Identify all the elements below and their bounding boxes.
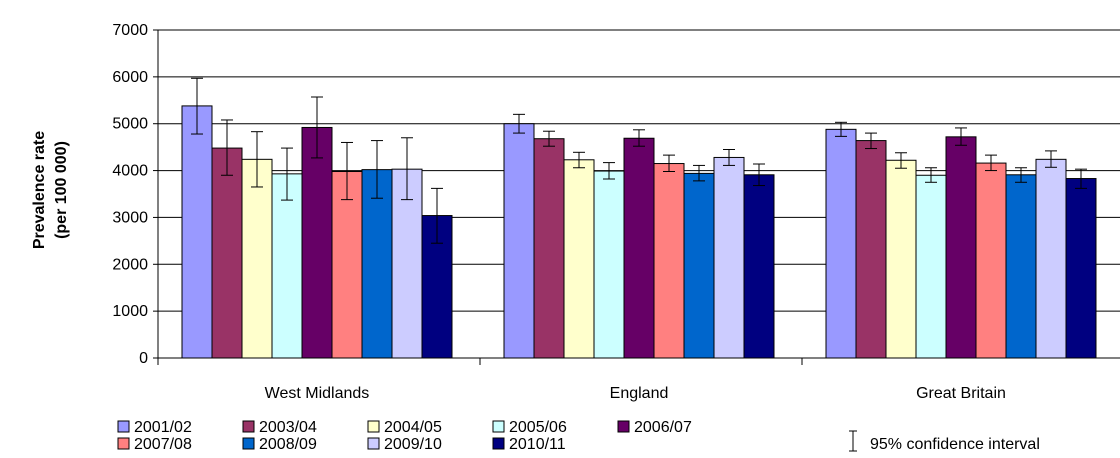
y-tick-label: 5000 (112, 116, 148, 133)
bar-2005-06-2 (915, 174, 947, 359)
bar-2004-05-0 (241, 158, 273, 359)
bar-2001-02-0 (181, 105, 213, 359)
ci-legend-label: 95% confidence interval (870, 436, 1040, 453)
legend-label-2004-05: 2004/05 (384, 419, 442, 436)
bar-2001-02-2 (825, 128, 857, 359)
y-axis-ticks: 0 1000 2000 3000 4000 5000 6000 7000 (112, 22, 158, 367)
ci-legend: 95% confidence interval (849, 430, 1040, 453)
axes (157, 30, 1120, 365)
bar-2007-08-1 (653, 163, 685, 359)
legend-label-2010-11: 2010/11 (509, 436, 566, 453)
legend-swatch-2009-10 (367, 437, 380, 450)
y-tick-label: 1000 (112, 303, 148, 320)
legend-swatch-2007-08 (117, 437, 130, 450)
bar-2008-09-0 (361, 169, 393, 359)
bar-2009-10-1 (713, 156, 745, 359)
bars (181, 105, 1097, 359)
bar-2009-10-2 (1035, 158, 1067, 359)
legend-label-2005-06: 2005/06 (509, 419, 567, 436)
category-label: West Midlands (265, 385, 370, 402)
y-axis-title: Prevalence rate (per 100 000) (31, 131, 70, 249)
legend-swatch-2005-06 (492, 420, 505, 433)
y-tick-label: 3000 (112, 209, 148, 226)
category-labels: West Midlands England Great Britain (265, 385, 1006, 402)
bar-2005-06-1 (593, 170, 625, 359)
y-axis-title-line1: Prevalence rate (31, 131, 48, 249)
y-tick-label: 6000 (112, 69, 148, 86)
bar-2008-09-2 (1005, 174, 1037, 359)
legend-swatch-2001-02 (117, 420, 130, 433)
y-axis-title-line2: (per 100 000) (53, 141, 70, 239)
y-tick-label: 0 (139, 350, 148, 367)
legend-label-2003-04: 2003/04 (259, 419, 317, 436)
bar-2003-04-2 (855, 140, 887, 359)
bar-2004-05-2 (885, 159, 917, 359)
category-label: England (610, 385, 669, 402)
legend-label-2007-08: 2007/08 (134, 436, 192, 453)
y-tick-label: 2000 (112, 256, 148, 273)
legend-swatch-2010-11 (492, 437, 505, 450)
bar-2004-05-1 (563, 159, 595, 359)
bar-2001-02-1 (503, 123, 535, 359)
legend-label-2009-10: 2009/10 (384, 436, 442, 453)
legend-swatch-2008-09 (242, 437, 255, 450)
bar-2006-07-1 (623, 137, 655, 359)
legend: 2001/02 2003/04 2004/05 2005/06 2006/07 2007/… (117, 419, 692, 453)
legend-label-2008-09: 2008/09 (259, 436, 317, 453)
bar-2010-11-2 (1065, 178, 1097, 359)
bar-2003-04-1 (533, 138, 565, 359)
bar-2008-09-1 (683, 172, 715, 359)
y-tick-label: 7000 (112, 22, 148, 39)
bar-2006-07-0 (301, 126, 333, 359)
legend-swatch-2004-05 (367, 420, 380, 433)
legend-swatch-2003-04 (242, 420, 255, 433)
error-bars (191, 77, 1087, 244)
legend-label-2001-02: 2001/02 (134, 419, 192, 436)
y-tick-label: 4000 (112, 163, 148, 180)
legend-label-2006-07: 2006/07 (634, 419, 692, 436)
bar-2007-08-2 (975, 162, 1007, 359)
legend-swatch-2006-07 (617, 420, 630, 433)
bar-2003-04-0 (211, 147, 243, 359)
bar-2006-07-2 (945, 136, 977, 359)
bar-2010-11-1 (743, 174, 775, 359)
bar-2005-06-0 (271, 173, 303, 359)
category-label: Great Britain (916, 385, 1006, 402)
